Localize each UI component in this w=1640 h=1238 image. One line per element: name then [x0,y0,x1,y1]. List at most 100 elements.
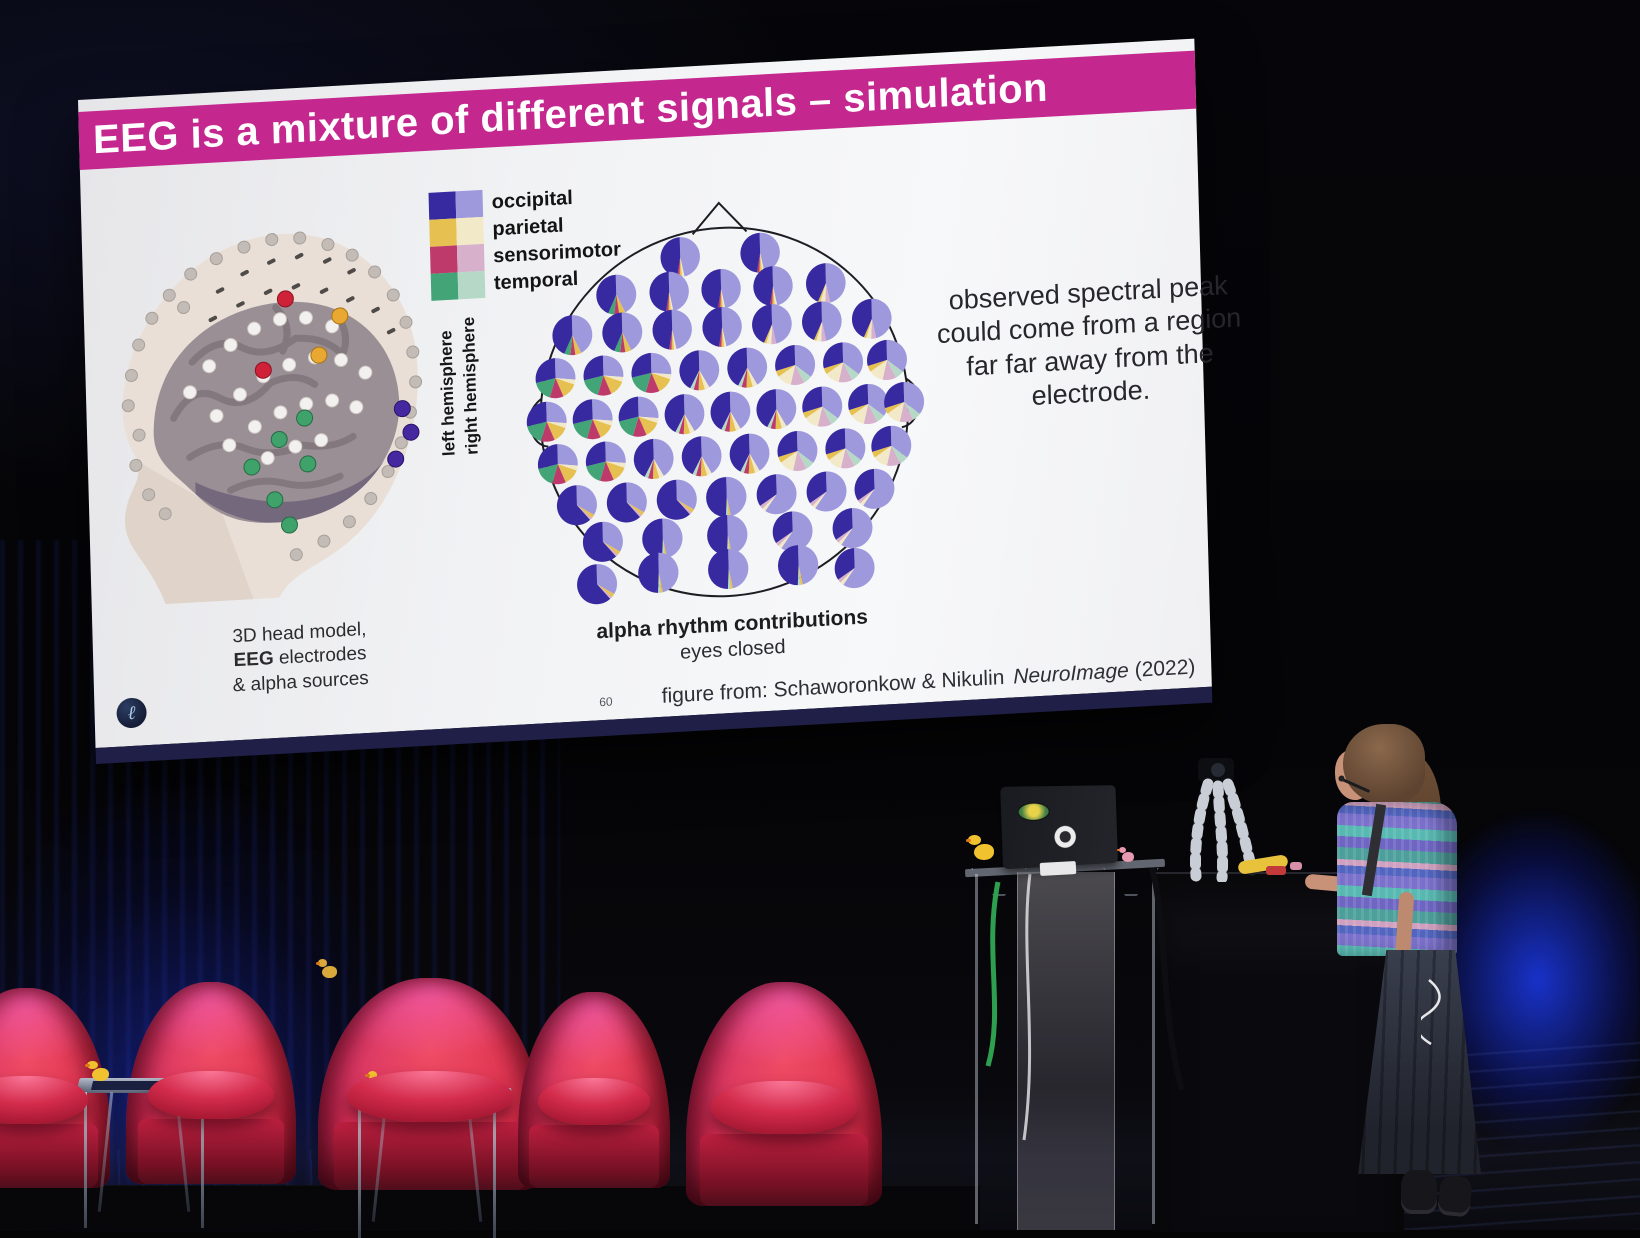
electrode [132,338,146,352]
rubber-duck [315,959,337,978]
pie-slice [863,468,895,509]
table-leg [371,1102,388,1222]
pie-slice [775,364,796,377]
pie-slice [854,468,875,501]
head-model-caption: 3D head model, EEG electrodes & alpha so… [174,615,426,702]
pie-slice [631,372,652,393]
pie-slice [729,411,736,432]
lectern-rail [1152,874,1155,1224]
pie-slice [571,315,593,353]
slide-number: 60 [599,694,613,710]
electrode [247,419,262,434]
electrode [368,265,382,279]
laptop [1000,785,1118,870]
pie-slice [726,496,731,517]
pie-slice [767,409,777,429]
pie-slice [582,521,617,562]
pie-slice [602,541,618,557]
pie-slice [752,304,773,343]
pie-slice [708,548,729,590]
pie-slice [650,352,672,375]
pie-slice [796,430,818,463]
pie-slice [825,283,831,304]
pie-slice [676,499,692,515]
electrode [334,352,349,367]
pie-slice [622,332,632,353]
pie-slice [692,456,702,476]
electrode [247,321,262,336]
pie-slice [780,450,798,471]
electrode [209,252,223,266]
electrode [276,290,294,308]
pie-slice [614,294,620,315]
pie-slice [662,538,668,559]
pie-slice [681,436,702,475]
far-electrode-mark [346,296,355,303]
pie-slice [749,453,760,473]
pie-slice [793,450,807,472]
tripod-legs [1190,778,1258,882]
pie-slice [546,421,566,440]
camera-tripod [1190,758,1258,882]
pie-slice [683,414,691,435]
pie-slice [863,318,872,339]
pie-slice [840,448,855,469]
pie-slice [606,482,640,523]
pie-slice [717,288,722,310]
pie-slice [817,283,826,303]
pie-slice [669,329,673,350]
pie-slice [535,358,556,383]
pie-slice [648,458,654,479]
pie-slice [851,404,869,424]
pie-slice [760,494,777,509]
far-electrode-mark [371,306,380,314]
electrode [310,346,328,364]
pie-slice [802,386,823,413]
slide-logo: ℓ [116,697,147,729]
pie-slice [676,479,697,510]
table-leg [358,1102,361,1238]
pie-slice [775,389,797,427]
pie-slice [602,312,623,352]
pie-slice [652,458,660,479]
pie-slice [823,342,844,369]
pie-slice [778,545,799,586]
electrode [260,451,275,466]
pie-slice [747,367,758,387]
credit-prefix: figure from: Schaworonkow & Nikulin [661,665,1005,708]
pie-slice [790,364,805,386]
pie-slice [597,584,613,599]
pie-slice [842,342,863,375]
pie-slice [841,508,873,549]
electrode [293,231,307,245]
table-leg [466,1102,483,1222]
pie-slice [884,382,905,409]
pie-slice [857,488,875,504]
pie-slice [638,552,659,593]
pie-slice [592,419,612,438]
pie-slice [592,419,613,426]
green-lanyard [985,881,1001,1067]
pie-slice [770,409,777,430]
pie-slice [765,474,797,515]
pie-slice [890,425,912,458]
pie-slice [826,448,846,460]
electrode [393,400,411,418]
legend-swatch [429,245,458,274]
pie-slice [658,572,661,593]
pie-slice [871,425,892,452]
pie-slice [874,445,892,466]
pie-slice [679,257,683,278]
table-leg [97,1092,114,1212]
pie-slice [546,401,567,424]
pie-slice [576,485,597,515]
presenter-boot [1401,1170,1437,1214]
pie-slice [884,402,905,414]
pie-slice [701,436,722,474]
pie-slice [815,471,847,512]
electrode [270,430,288,448]
electrode [282,357,297,372]
electrode [299,396,314,411]
side-table [350,1088,512,1238]
rubber-duck [84,1060,109,1081]
